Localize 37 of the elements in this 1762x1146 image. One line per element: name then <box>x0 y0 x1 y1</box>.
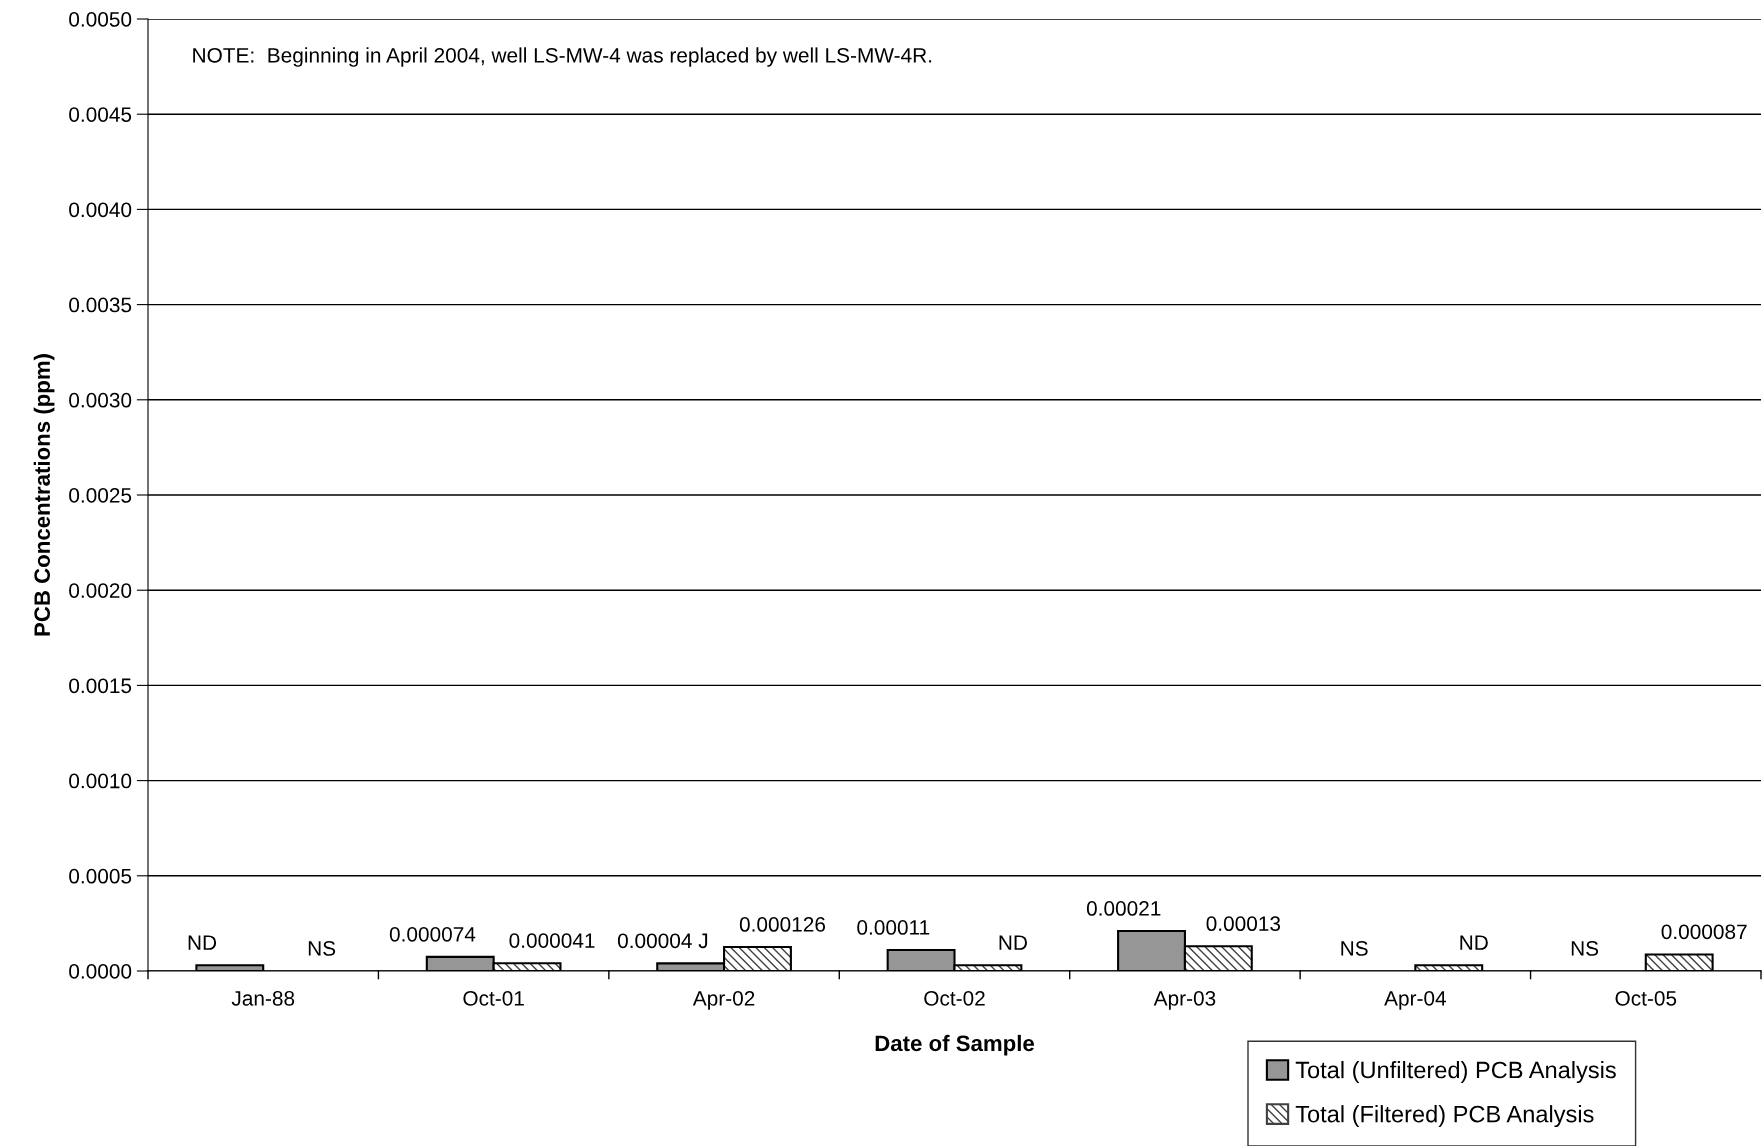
y-tick-label: 0.0045 <box>69 107 132 122</box>
x-tick-label: Apr-03 <box>1153 990 1216 1010</box>
y-tick-label: 0.0020 <box>69 583 132 598</box>
x-tick-label: Jan-88 <box>231 990 295 1006</box>
text: NS <box>308 941 336 956</box>
y-tick-label: 0.0005 <box>69 868 132 884</box>
data-label: 0.000074 <box>389 926 476 942</box>
y-tick-label: 0.0030 <box>69 392 132 408</box>
data-label: ND <box>1460 935 1488 950</box>
data-label: 0.00013 <box>1206 916 1281 932</box>
x-tick-label: Oct-05 <box>1615 990 1677 1006</box>
y-tick-label: 0.0000 <box>69 964 132 979</box>
x-tick-label: Oct-01 <box>463 990 524 1006</box>
x-axis-title: Date of Sample <box>875 1034 1035 1056</box>
data-label: 0.00011 <box>857 920 930 935</box>
legend-label: Total (Unfiltered) PCB Analysis <box>1295 1061 1616 1084</box>
data-label: 0.000041 <box>509 933 595 948</box>
y-tick-label: 0.0050 <box>69 12 132 27</box>
data-label: 0.00021 <box>1086 901 1161 916</box>
y-tick-label: 0.0040 <box>69 202 132 218</box>
annotation: NOTE: Beginning in April 2004, well LS-MW-4 was replaced by well LS-MW-4R. <box>193 47 932 67</box>
y-tick-label: 0.0035 <box>69 297 132 313</box>
y-tick-label: 0.0015 <box>69 678 132 694</box>
y-axis-title: PCB Concentrations (ppm) <box>33 354 55 636</box>
y-tick-label: 0.0010 <box>69 773 132 789</box>
data-label: 0.000126 <box>739 917 826 932</box>
x-tick-label: Apr-02 <box>692 990 755 1010</box>
data-label: ND <box>999 935 1027 950</box>
text: NS <box>1571 941 1599 956</box>
x-tick-label: Oct-02 <box>924 990 985 1006</box>
x-tick-label: Apr-04 <box>1384 990 1447 1010</box>
legend-label: Total (Filtered) PCB Analysis <box>1295 1105 1594 1128</box>
data-label: ND <box>188 935 217 950</box>
text: NS <box>1341 941 1368 956</box>
data-label: 0.00004 J <box>617 933 708 949</box>
data-label: 0.000087 <box>1661 924 1747 940</box>
y-tick-label: 0.0025 <box>69 488 132 503</box>
